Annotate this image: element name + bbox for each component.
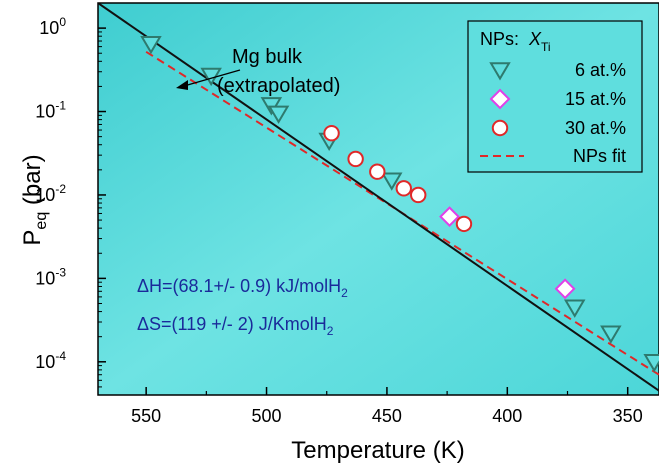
data-point: [600, 325, 622, 344]
legend-label: 6 at.%: [575, 60, 626, 80]
mg-bulk-line: [98, 3, 659, 392]
data-point: [563, 299, 586, 318]
y-tick-label: 100: [39, 15, 66, 38]
data-point: [323, 124, 340, 142]
x-tick-label: 400: [492, 406, 522, 426]
legend-swatch: [489, 88, 511, 110]
legend-title-var: X: [528, 29, 542, 49]
legend-title-sub: Ti: [541, 40, 551, 54]
mg-bulk-label-line2: (extrapolated): [217, 75, 340, 97]
data-point: [347, 150, 364, 168]
x-tick-label: 450: [372, 406, 402, 426]
x-axis-label: Temperature (K): [291, 437, 464, 464]
legend-swatch: [491, 119, 509, 137]
delta-h-annotation: ΔH=(68.1+/- 0.9) kJ/molH2: [137, 276, 348, 300]
x-tick-label: 550: [131, 406, 161, 426]
data-point: [410, 186, 427, 204]
delta-h-text: ΔH=(68.1+/- 0.9) kJ/molH: [137, 276, 341, 296]
mg-bulk-label-line1: Mg bulk: [232, 46, 303, 68]
x-tick-label: 350: [613, 406, 643, 426]
data-point: [369, 163, 386, 180]
legend-title-prefix: NPs:: [480, 29, 529, 49]
legend-item: NPs fit: [480, 146, 626, 166]
legend-label: NPs fit: [573, 146, 626, 166]
data-point: [554, 278, 576, 300]
delta-s-annotation: ΔS=(119 +/- 2) J/KmolH2: [137, 314, 334, 338]
mg-bulk-arrow: [176, 69, 241, 90]
legend-swatch: [489, 62, 511, 81]
data-point: [380, 172, 403, 191]
x-tick-label: 500: [252, 406, 282, 426]
y-axis-label-unit: (bar): [19, 154, 46, 211]
data-point: [140, 35, 162, 55]
y-tick-label: 10-4: [35, 349, 66, 372]
y-axis-label-sub: eq: [33, 212, 50, 230]
legend-item: 6 at.%: [489, 60, 626, 81]
y-axis-label-main: P: [19, 230, 46, 246]
legend: NPs: XTi 6 at.% 15 at.% 30 at.% NPs fit: [467, 20, 643, 173]
y-tick-label: 10-2: [35, 182, 66, 205]
delta-h-sub: 2: [341, 286, 348, 300]
legend-item: 15 at.%: [489, 88, 626, 110]
legend-item: 30 at.%: [491, 118, 626, 138]
data-point: [439, 206, 460, 228]
legend-title: NPs: XTi: [480, 29, 551, 54]
y-tick-label: 10-3: [35, 265, 66, 288]
delta-s-text: ΔS=(119 +/- 2) J/KmolH: [137, 314, 327, 334]
data-point: [455, 215, 473, 233]
y-axis-label: Peq (bar): [19, 154, 50, 245]
data-point: [267, 105, 290, 124]
legend-label: 15 at.%: [565, 89, 626, 109]
data-point: [395, 180, 412, 197]
delta-s-sub: 2: [327, 324, 334, 338]
y-tick-label: 10-1: [35, 99, 66, 122]
legend-label: 30 at.%: [565, 118, 626, 138]
